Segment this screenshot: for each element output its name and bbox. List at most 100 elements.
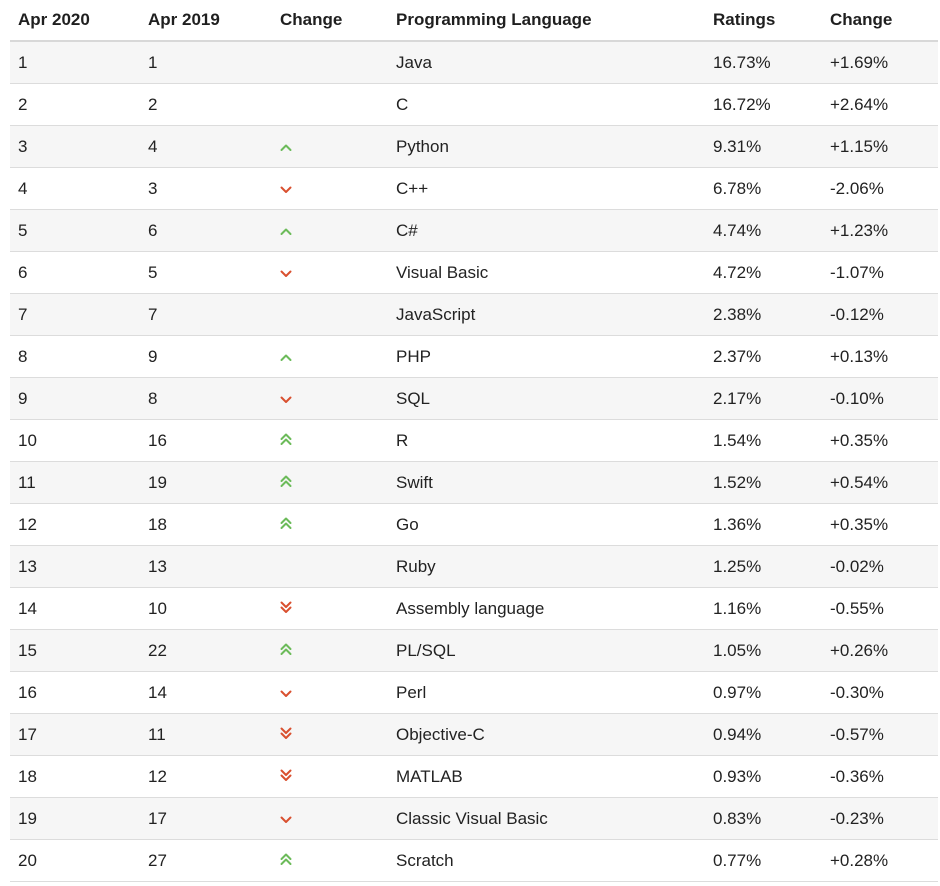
table-row[interactable]: 2 2 C 16.72% +2.64% xyxy=(10,83,938,126)
table-row[interactable]: 4 3 C++ 6.78% -2.06% xyxy=(10,167,938,210)
header-rank-change[interactable]: Change xyxy=(272,0,388,42)
table-row[interactable]: 1 1 Java 16.73% +1.69% xyxy=(10,41,938,84)
header-language[interactable]: Programming Language xyxy=(388,0,705,42)
language-cell[interactable]: Java xyxy=(388,41,705,84)
language-cell[interactable]: PL/SQL xyxy=(388,629,705,672)
language-cell[interactable]: Python xyxy=(388,125,705,168)
table-row[interactable]: 8 9 PHP 2.37% +0.13% xyxy=(10,335,938,378)
rank-2020-cell: 14 xyxy=(10,587,140,630)
table-row[interactable]: 16 14 Perl 0.97% -0.30% xyxy=(10,671,938,714)
rank-2019-cell: 16 xyxy=(140,419,272,462)
rating-change-cell: +0.13% xyxy=(822,335,938,378)
table-row[interactable]: 5 6 C# 4.74% +1.23% xyxy=(10,209,938,252)
table-row[interactable]: 17 11 Objective-C 0.94% -0.57% xyxy=(10,713,938,756)
header-rank-2020[interactable]: Apr 2020 xyxy=(10,0,140,42)
trend-cell xyxy=(272,545,388,588)
table-row[interactable]: 20 27 Scratch 0.77% +0.28% xyxy=(10,839,938,882)
rating-change-cell: -0.10% xyxy=(822,377,938,420)
rating-change-cell: +0.35% xyxy=(822,503,938,546)
table-row[interactable]: 18 12 MATLAB 0.93% -0.36% xyxy=(10,755,938,798)
rank-2020-cell: 3 xyxy=(10,125,140,168)
rating-cell: 0.83% xyxy=(705,797,822,840)
rating-change-cell: -0.36% xyxy=(822,755,938,798)
table-header: Apr 2020 Apr 2019 Change Programming Lan… xyxy=(10,0,938,42)
table-row[interactable]: 9 8 SQL 2.17% -0.10% xyxy=(10,377,938,420)
trend-cell xyxy=(272,209,388,252)
trend-cell xyxy=(272,125,388,168)
rating-cell: 1.25% xyxy=(705,545,822,588)
table-row[interactable]: 12 18 Go 1.36% +0.35% xyxy=(10,503,938,546)
double-chevron-down-icon xyxy=(280,727,292,740)
double-chevron-down-icon xyxy=(280,601,292,614)
rating-change-cell: +1.69% xyxy=(822,41,938,84)
rating-cell: 16.72% xyxy=(705,83,822,126)
language-cell[interactable]: Ruby xyxy=(388,545,705,588)
rating-change-cell: -0.02% xyxy=(822,545,938,588)
table-row[interactable]: 3 4 Python 9.31% +1.15% xyxy=(10,125,938,168)
header-row: Apr 2020 Apr 2019 Change Programming Lan… xyxy=(10,0,938,42)
language-cell[interactable]: Objective-C xyxy=(388,713,705,756)
double-chevron-up-icon xyxy=(280,643,292,656)
language-cell[interactable]: Visual Basic xyxy=(388,251,705,294)
rating-cell: 1.05% xyxy=(705,629,822,672)
trend-cell xyxy=(272,461,388,504)
trend-cell xyxy=(272,83,388,126)
language-cell[interactable]: SQL xyxy=(388,377,705,420)
double-chevron-up-icon xyxy=(280,853,292,866)
rating-cell: 16.73% xyxy=(705,41,822,84)
language-cell[interactable]: Perl xyxy=(388,671,705,714)
language-cell[interactable]: R xyxy=(388,419,705,462)
language-cell[interactable]: C++ xyxy=(388,167,705,210)
rating-cell: 6.78% xyxy=(705,167,822,210)
trend-cell xyxy=(272,797,388,840)
table-row[interactable]: 15 22 PL/SQL 1.05% +0.26% xyxy=(10,629,938,672)
language-cell[interactable]: MATLAB xyxy=(388,755,705,798)
rank-2020-cell: 10 xyxy=(10,419,140,462)
language-cell[interactable]: Scratch xyxy=(388,839,705,882)
table-row[interactable]: 14 10 Assembly language 1.16% -0.55% xyxy=(10,587,938,630)
header-ratings-change[interactable]: Change xyxy=(822,0,938,42)
language-cell[interactable]: C# xyxy=(388,209,705,252)
rank-2019-cell: 27 xyxy=(140,839,272,882)
rating-change-cell: -0.57% xyxy=(822,713,938,756)
rank-2020-cell: 11 xyxy=(10,461,140,504)
language-cell[interactable]: JavaScript xyxy=(388,293,705,336)
trend-cell xyxy=(272,335,388,378)
chevron-down-icon xyxy=(280,690,292,698)
language-cell[interactable]: Assembly language xyxy=(388,587,705,630)
language-cell[interactable]: C xyxy=(388,83,705,126)
table-body: 1 1 Java 16.73% +1.69% 2 2 C 16.72% +2.64% 3 4 Pytho… xyxy=(10,41,938,882)
trend-cell xyxy=(272,713,388,756)
rank-2020-cell: 9 xyxy=(10,377,140,420)
chevron-up-icon xyxy=(280,354,292,362)
rating-change-cell: +0.54% xyxy=(822,461,938,504)
rating-change-cell: +0.26% xyxy=(822,629,938,672)
header-ratings[interactable]: Ratings xyxy=(705,0,822,42)
rank-2020-cell: 8 xyxy=(10,335,140,378)
trend-cell xyxy=(272,419,388,462)
table-row[interactable]: 7 7 JavaScript 2.38% -0.12% xyxy=(10,293,938,336)
table-row[interactable]: 10 16 R 1.54% +0.35% xyxy=(10,419,938,462)
rating-cell: 1.36% xyxy=(705,503,822,546)
header-rank-2019[interactable]: Apr 2019 xyxy=(140,0,272,42)
table-row[interactable]: 6 5 Visual Basic 4.72% -1.07% xyxy=(10,251,938,294)
language-cell[interactable]: Swift xyxy=(388,461,705,504)
language-cell[interactable]: Classic Visual Basic xyxy=(388,797,705,840)
table-row[interactable]: 11 19 Swift 1.52% +0.54% xyxy=(10,461,938,504)
trend-cell xyxy=(272,251,388,294)
trend-cell xyxy=(272,839,388,882)
rank-2020-cell: 1 xyxy=(10,41,140,84)
double-chevron-down-icon xyxy=(280,769,292,782)
trend-cell xyxy=(272,41,388,84)
rank-2019-cell: 6 xyxy=(140,209,272,252)
rank-2019-cell: 12 xyxy=(140,755,272,798)
trend-cell xyxy=(272,377,388,420)
table-row[interactable]: 13 13 Ruby 1.25% -0.02% xyxy=(10,545,938,588)
rank-2019-cell: 17 xyxy=(140,797,272,840)
language-cell[interactable]: PHP xyxy=(388,335,705,378)
rating-change-cell: -2.06% xyxy=(822,167,938,210)
table-row[interactable]: 19 17 Classic Visual Basic 0.83% -0.23% xyxy=(10,797,938,840)
double-chevron-up-icon xyxy=(280,517,292,530)
language-cell[interactable]: Go xyxy=(388,503,705,546)
